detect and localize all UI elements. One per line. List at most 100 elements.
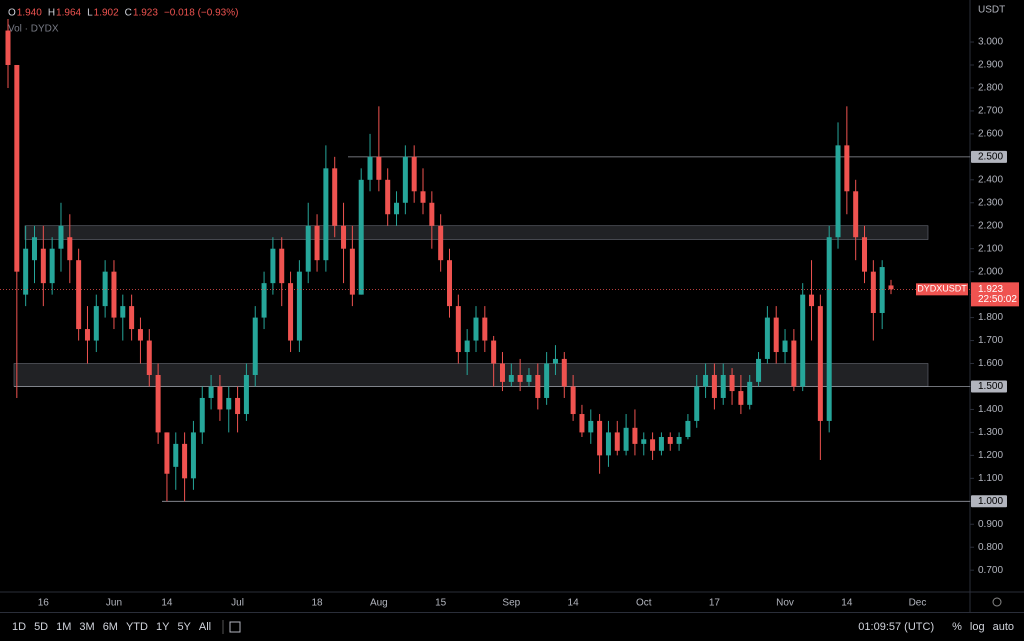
x-tick-label: 14	[841, 598, 853, 609]
scale-option[interactable]: log	[969, 621, 985, 633]
date-icon[interactable]	[215, 617, 245, 637]
candle-body	[482, 317, 488, 341]
candle-body	[791, 340, 797, 387]
legend-value: 1.923	[133, 8, 158, 19]
scale-options: % log auto	[948, 621, 1018, 633]
candle-body	[738, 391, 744, 405]
candle-body	[517, 374, 523, 382]
candle-body	[394, 202, 400, 215]
candle-body	[853, 191, 859, 238]
countdown: 22:50:02	[978, 294, 1017, 305]
candle-body	[155, 374, 161, 433]
range-button[interactable]: 1D	[12, 621, 27, 633]
candle-body	[217, 386, 223, 410]
candle-body	[5, 30, 11, 65]
candle-body	[429, 202, 435, 226]
scale-option[interactable]: auto	[992, 621, 1014, 633]
candle-body	[49, 248, 55, 284]
x-tick-label: Dec	[909, 598, 927, 609]
y-tick-label: 1.100	[978, 473, 1003, 484]
candle-body	[597, 420, 603, 456]
candle-body	[402, 156, 408, 203]
candle-body	[270, 248, 276, 284]
y-tick-label: 2.900	[978, 60, 1003, 71]
x-tick-label: 15	[435, 598, 447, 609]
range-button[interactable]: 6M	[102, 621, 118, 633]
range-button[interactable]: 5Y	[177, 621, 191, 633]
candle-body	[844, 145, 850, 192]
x-tick-label: Aug	[370, 598, 388, 609]
candle-body	[93, 306, 99, 341]
candle-body	[570, 386, 576, 415]
candle-body	[243, 374, 249, 415]
candle-body	[102, 271, 108, 307]
range-button[interactable]: 5D	[34, 621, 49, 633]
candle-body	[67, 237, 73, 261]
candle-body	[84, 329, 90, 341]
y-tick-label: 0.800	[978, 542, 1003, 553]
range-button[interactable]: All	[198, 621, 212, 633]
x-tick-label: Jul	[231, 598, 244, 609]
candle-body	[190, 432, 196, 479]
candle-body	[164, 432, 170, 474]
candle-body	[464, 340, 470, 353]
range-button[interactable]: YTD	[125, 621, 148, 633]
candle-body	[826, 237, 832, 421]
y-tick-label: 2.800	[978, 83, 1003, 94]
level-label-box	[971, 150, 1007, 163]
clock: 01:09:57 (UTC)	[858, 621, 935, 633]
candle-body	[305, 225, 311, 272]
candle-body	[14, 64, 20, 272]
level-label: 1.000	[978, 496, 1003, 507]
y-tick-label: 0.900	[978, 519, 1003, 530]
candle-body	[411, 156, 417, 192]
candle-body	[341, 225, 347, 249]
candle-body	[641, 439, 647, 444]
y-tick-label: 1.300	[978, 427, 1003, 438]
candle-body	[182, 443, 188, 479]
range-button[interactable]: 3M	[79, 621, 95, 633]
candle-body	[809, 294, 815, 307]
range-button[interactable]: 1M	[56, 621, 72, 633]
range-button[interactable]: 1Y	[155, 621, 170, 633]
level-label-box	[971, 380, 1007, 393]
candle-body	[658, 436, 664, 451]
candle-body	[199, 397, 205, 433]
legend-key: L	[87, 8, 93, 19]
candle-body	[508, 374, 514, 382]
y-tick-label: 2.700	[978, 106, 1003, 117]
candle-body	[314, 225, 320, 261]
last-price-label: 1.923	[978, 284, 1003, 295]
candle-body	[226, 397, 232, 410]
candle-body	[473, 317, 479, 341]
candle-body	[367, 156, 373, 180]
y-tick-label: 1.200	[978, 450, 1003, 461]
candle-body	[782, 340, 788, 353]
candle-body	[455, 306, 461, 353]
candle-body	[323, 168, 329, 261]
legend-volume: Vol · DYDX	[8, 24, 59, 35]
candle-body	[605, 432, 611, 456]
candle-body	[40, 248, 46, 284]
candle-body	[685, 420, 691, 437]
candle-body	[111, 271, 117, 318]
scale-option[interactable]: %	[952, 621, 962, 633]
settings-icon[interactable]	[992, 597, 1002, 607]
candle-body	[614, 432, 620, 451]
candle-body	[288, 283, 294, 341]
candle-body	[552, 358, 558, 364]
x-tick-label: Sep	[502, 598, 520, 609]
candle-body	[711, 374, 717, 398]
candle-body	[252, 317, 258, 375]
y-tick-label: 2.400	[978, 174, 1003, 185]
price-box	[971, 282, 1019, 307]
y-tick-label: 2.000	[978, 266, 1003, 277]
candle-body	[561, 358, 567, 387]
candle-body	[358, 179, 364, 295]
candle-body	[208, 386, 214, 398]
candle-body	[447, 260, 452, 307]
candle-body	[835, 145, 841, 238]
candle-body	[535, 374, 541, 398]
y-tick-label: 2.600	[978, 129, 1003, 140]
